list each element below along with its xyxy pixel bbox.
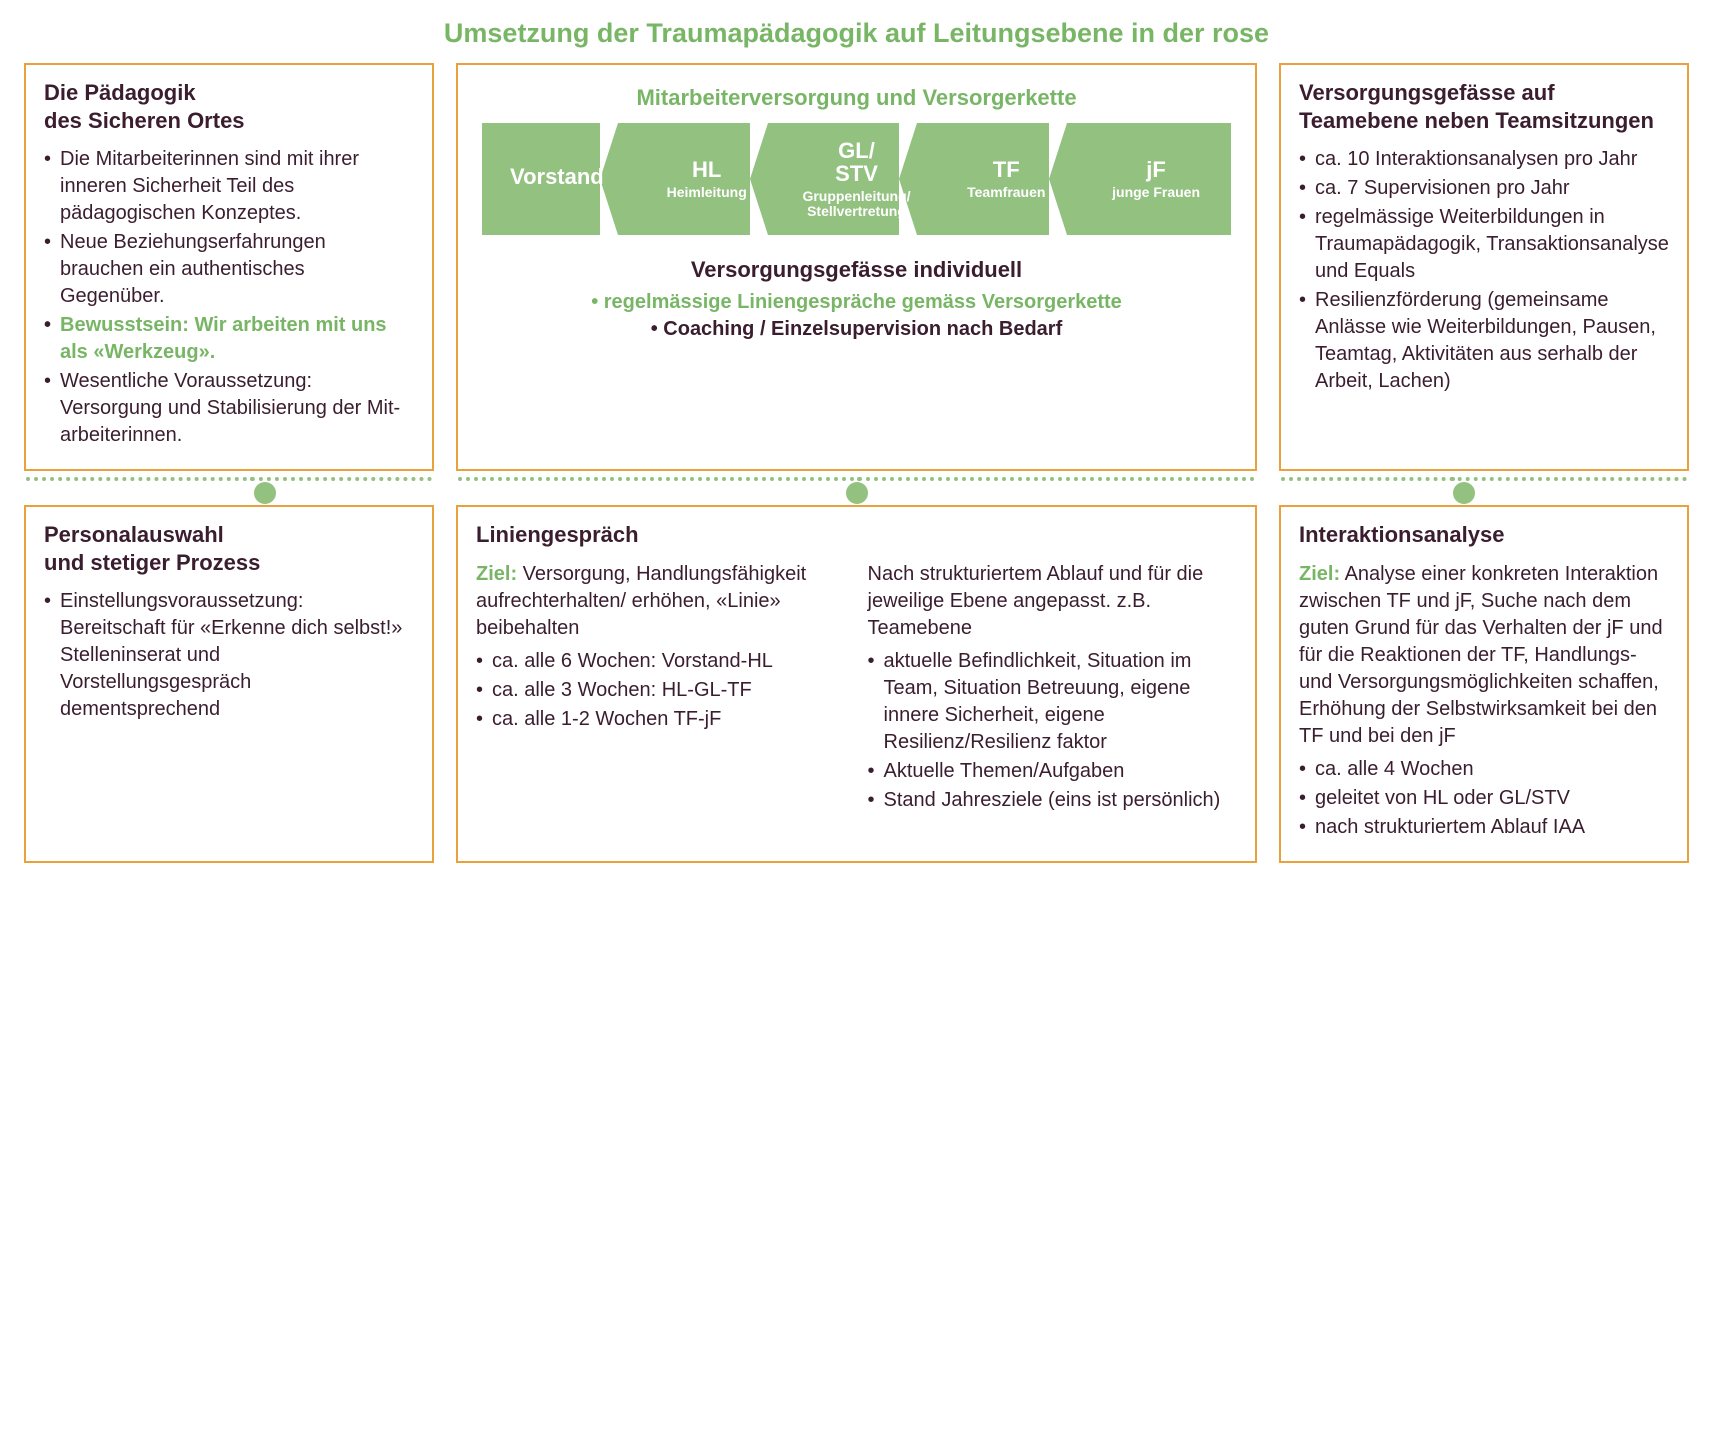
list-item: nach strukturiertem Ablauf IAA — [1299, 814, 1669, 841]
box-top-left: Die Pädagogik des Sicheren Ortes Die Mit… — [24, 63, 434, 471]
list-item: Aktuelle Themen/Aufgaben — [868, 758, 1238, 785]
box-top-center: Mitarbeiterversorgung und Versorgerkette… — [456, 63, 1257, 471]
list-item: Stand Jahresziele (eins ist persönlich) — [868, 787, 1238, 814]
connector-dot — [254, 482, 276, 504]
br-list: ca. alle 4 Wochengeleitet von HL oder GL… — [1299, 756, 1669, 841]
ziel-line: Ziel: Analyse einer konkreten Interaktio… — [1299, 561, 1669, 750]
list-item: ca. alle 3 Wochen: HL-GL-TF — [476, 677, 846, 704]
list-item: ca. alle 1-2 Wochen TF-jF — [476, 706, 846, 733]
box-bottom-center: Liniengespräch Ziel: Versorgung, Handlun… — [456, 505, 1257, 863]
ziel-label: Ziel: — [1299, 563, 1340, 585]
connector-dotted-v — [857, 477, 861, 484]
ziel-text: Versorgung, Handlungs­fähigkeit aufrecht… — [476, 563, 806, 639]
box-bottom-right: Interaktionsanalyse Ziel: Analyse einer … — [1279, 505, 1689, 863]
list-item: Neue Beziehungs­erfahrungen brauchen ein… — [44, 229, 414, 310]
box-list: Die Mitarbeiterinnen sind mit ihrer inne… — [44, 146, 414, 449]
connector-dot — [846, 482, 868, 504]
ziel-label: Ziel: — [476, 563, 517, 585]
diagram-grid: Die Pädagogik des Sicheren Ortes Die Mit… — [24, 63, 1689, 863]
list-item: Die Mitarbeiterinnen sind mit ihrer inne… — [44, 146, 414, 227]
chevron-icon — [750, 123, 784, 235]
bc-left-list: ca. alle 6 Wochen: Vorstand-HLca. alle 3… — [476, 648, 846, 733]
chain-sub: junge Frauen — [1112, 185, 1200, 200]
chain-item: GL/ STV Gruppenleitung/ Stellvertretung — [782, 123, 932, 235]
list-item: Bewusstsein: Wir arbeiten mit uns als «W… — [44, 312, 414, 366]
chain-main: HL — [692, 158, 721, 181]
box-heading: Versorgungsgefässe auf Teamebene neben T… — [1299, 79, 1669, 134]
chevron-icon — [1049, 123, 1083, 235]
list-item: aktuelle Befindlichkeit, Situation im Te… — [868, 648, 1238, 756]
list-item: ca. 10 Interaktions­analysen pro Jahr — [1299, 146, 1669, 173]
chain-main: TF — [993, 158, 1020, 181]
chain-item: HL Heimleitung — [632, 123, 782, 235]
box-bottom-left: Personalauswahl und stetiger Prozess Ein… — [24, 505, 434, 863]
box-heading: Die Pädagogik des Sicheren Ortes — [44, 79, 414, 134]
ziel-line: Ziel: Versorgung, Handlungs­fähigkeit au… — [476, 561, 846, 642]
bc-left: Ziel: Versorgung, Handlungs­fähigkeit au… — [476, 561, 846, 816]
box-heading: Personalauswahl und stetiger Prozess — [44, 521, 414, 576]
box-top-right: Versorgungsgefässe auf Teamebene neben T… — [1279, 63, 1689, 471]
list-item: ca. alle 4 Wochen — [1299, 756, 1669, 783]
chain-sub: Heimleitung — [667, 185, 747, 200]
center-sub2: • regelmässige Liniengespräche gemäss Ve… — [476, 291, 1237, 314]
chain-item: TF Teamfrauen — [931, 123, 1081, 235]
list-item: geleitet von HL oder GL/STV — [1299, 785, 1669, 812]
bc-right-list: aktuelle Befindlichkeit, Situation im Te… — [868, 648, 1238, 814]
connector-dotted-v — [1451, 477, 1455, 484]
chain: Vorstand HL Heimleitung GL/ STV Gruppenleitu… — [482, 123, 1231, 235]
list-item: Wesentliche Voraus­setzung: Versorgung u… — [44, 368, 414, 449]
center-sub3: • Coaching / Einzelsupervision nach Beda… — [476, 318, 1237, 341]
connector-dotted — [1281, 477, 1687, 481]
chain-main: GL/ STV — [835, 139, 878, 185]
ziel-text: Analyse einer konkreten Interaktion zwis… — [1299, 563, 1663, 747]
list-item: Einstellungsvoraussetzung: Bereitschaft … — [44, 588, 414, 723]
page-title: Umsetzung der Traumapädagogik auf Leitun… — [24, 18, 1689, 49]
chevron-icon — [600, 123, 634, 235]
box-list: ca. 10 Interaktions­analysen pro Jahrca.… — [1299, 146, 1669, 395]
list-item: ca. alle 6 Wochen: Vorstand-HL — [476, 648, 846, 675]
list-item: Resilienzförderung (gemeinsame Anlässe w… — [1299, 287, 1669, 395]
box-heading: Liniengespräch — [476, 521, 1237, 549]
chain-item: Vorstand — [482, 123, 632, 235]
chain-main: Vorstand — [510, 165, 604, 188]
connector-dotted — [26, 477, 432, 481]
bc-right-intro: Nach strukturiertem Ablauf und für die j… — [868, 561, 1238, 642]
chain-heading: Mitarbeiterversorgung und Versorgerkette — [476, 85, 1237, 111]
bc-right: Nach strukturiertem Ablauf und für die j… — [868, 561, 1238, 816]
chain-sub: Gruppenleitung/ Stellvertretung — [802, 189, 910, 220]
box-list: Einstellungsvoraussetzung: Bereitschaft … — [44, 588, 414, 723]
chain-sub: Teamfrauen — [967, 185, 1045, 200]
chain-item: jF junge Frauen — [1081, 123, 1231, 235]
list-item: ca. 7 Supervisionen pro Jahr — [1299, 175, 1669, 202]
connector-dot — [1453, 482, 1475, 504]
list-item: regelmässige Weiter­bildungen in Trauma­… — [1299, 204, 1669, 285]
center-sub1: Versorgungsgefässe individuell — [476, 257, 1237, 283]
box-heading: Interaktionsanalyse — [1299, 521, 1669, 549]
connector-dotted-v — [250, 477, 254, 484]
chain-main: jF — [1146, 158, 1166, 181]
